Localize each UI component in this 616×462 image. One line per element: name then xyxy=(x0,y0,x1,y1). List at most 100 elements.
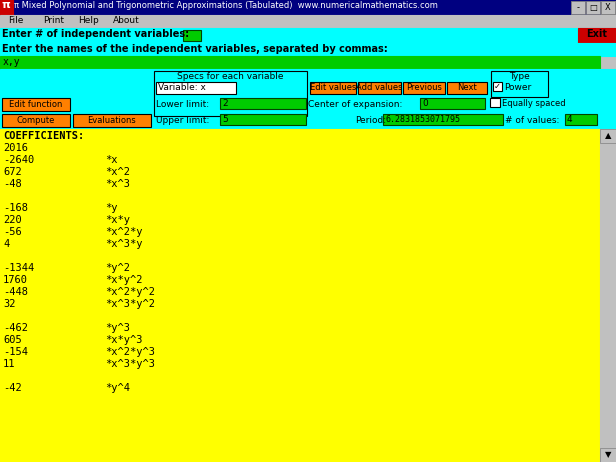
Text: -462: -462 xyxy=(3,323,28,333)
Bar xyxy=(154,71,307,116)
Bar xyxy=(358,82,401,94)
Bar xyxy=(601,1,615,14)
Text: *x^2: *x^2 xyxy=(105,167,130,177)
Text: 6.2831853071795: 6.2831853071795 xyxy=(385,115,460,124)
Text: 605: 605 xyxy=(3,335,22,345)
Bar xyxy=(403,82,445,94)
Text: 11: 11 xyxy=(3,359,15,369)
Text: Type: Type xyxy=(509,72,529,81)
Text: Variable: x: Variable: x xyxy=(158,83,206,92)
Text: -1344: -1344 xyxy=(3,263,34,273)
Text: □: □ xyxy=(589,3,597,12)
Bar xyxy=(600,129,616,462)
Bar xyxy=(73,114,151,127)
Text: -42: -42 xyxy=(3,383,22,393)
Text: *y: *y xyxy=(105,203,118,213)
Bar xyxy=(420,98,485,109)
Text: ▲: ▲ xyxy=(605,132,611,140)
Bar xyxy=(490,98,500,107)
Bar xyxy=(447,82,487,94)
Text: Next: Next xyxy=(457,84,477,92)
Bar xyxy=(2,98,70,111)
Bar xyxy=(183,30,201,41)
Bar xyxy=(310,82,356,94)
Bar xyxy=(0,129,600,462)
Text: Specs for each variable: Specs for each variable xyxy=(177,72,283,81)
Text: -168: -168 xyxy=(3,203,28,213)
Text: 4: 4 xyxy=(3,239,9,249)
Text: Upper limit:: Upper limit: xyxy=(156,116,209,125)
Text: -154: -154 xyxy=(3,347,28,357)
Bar xyxy=(0,56,600,69)
Text: -448: -448 xyxy=(3,287,28,297)
Bar xyxy=(578,28,616,43)
Text: Previous: Previous xyxy=(406,84,442,92)
Text: *x*y^2: *x*y^2 xyxy=(105,275,142,285)
Text: Period:: Period: xyxy=(355,116,386,125)
Text: # of values:: # of values: xyxy=(505,116,559,125)
Text: *x^3*y^3: *x^3*y^3 xyxy=(105,359,155,369)
Text: Enter the names of the independent variables, separated by commas:: Enter the names of the independent varia… xyxy=(2,44,387,54)
Text: *y^3: *y^3 xyxy=(105,323,130,333)
Bar xyxy=(0,69,616,129)
Text: π Mixed Polynomial and Trigonometric Approximations (Tabulated)  www.numericalma: π Mixed Polynomial and Trigonometric App… xyxy=(14,1,438,10)
Bar xyxy=(2,114,70,127)
Text: Help: Help xyxy=(78,16,99,25)
Bar xyxy=(565,114,597,125)
Bar xyxy=(600,129,616,143)
Text: X: X xyxy=(605,3,611,12)
Text: Power: Power xyxy=(504,83,531,92)
Text: About: About xyxy=(113,16,140,25)
Text: x,y: x,y xyxy=(3,57,20,67)
Text: 32: 32 xyxy=(3,299,15,309)
Text: Edit function: Edit function xyxy=(9,100,63,109)
Text: *y^4: *y^4 xyxy=(105,383,130,393)
Text: *x^2*y^3: *x^2*y^3 xyxy=(105,347,155,357)
Text: *y^2: *y^2 xyxy=(105,263,130,273)
Bar xyxy=(0,0,616,15)
Text: ▼: ▼ xyxy=(605,450,611,460)
Text: *x^3: *x^3 xyxy=(105,179,130,189)
Bar xyxy=(0,43,616,56)
Bar xyxy=(586,1,600,14)
Bar xyxy=(220,98,306,109)
Text: -: - xyxy=(577,3,580,12)
Bar xyxy=(220,114,306,125)
Text: Print: Print xyxy=(43,16,64,25)
Text: Add values: Add values xyxy=(356,84,403,92)
Text: 0: 0 xyxy=(422,99,428,108)
Text: 2016: 2016 xyxy=(3,143,28,153)
Bar xyxy=(0,0,13,15)
Bar xyxy=(600,448,616,462)
Text: Compute: Compute xyxy=(17,116,55,125)
Bar xyxy=(156,82,236,94)
Text: Edit values: Edit values xyxy=(310,84,356,92)
Bar xyxy=(491,71,548,97)
Text: π: π xyxy=(2,0,10,11)
Text: *x^2*y^2: *x^2*y^2 xyxy=(105,287,155,297)
Text: COEFFICIENTS:: COEFFICIENTS: xyxy=(3,131,84,141)
Text: *x*y: *x*y xyxy=(105,215,130,225)
Text: 1760: 1760 xyxy=(3,275,28,285)
Text: ✓: ✓ xyxy=(494,82,501,91)
Text: -2640: -2640 xyxy=(3,155,34,165)
Text: Center of expansion:: Center of expansion: xyxy=(308,100,402,109)
Bar xyxy=(383,114,503,125)
Text: *x: *x xyxy=(105,155,118,165)
Text: 220: 220 xyxy=(3,215,22,225)
Text: *x*y^3: *x*y^3 xyxy=(105,335,142,345)
Text: Exit: Exit xyxy=(586,29,607,39)
Bar xyxy=(601,1,615,14)
Bar xyxy=(493,82,502,91)
Text: 4: 4 xyxy=(567,115,573,124)
Text: *x^3*y: *x^3*y xyxy=(105,239,142,249)
Text: -56: -56 xyxy=(3,227,22,237)
Text: Evaluations: Evaluations xyxy=(87,116,136,125)
Text: -48: -48 xyxy=(3,179,22,189)
Bar xyxy=(0,15,616,28)
Text: Equally spaced: Equally spaced xyxy=(502,99,565,108)
Text: 5: 5 xyxy=(222,115,228,124)
Bar xyxy=(571,1,585,14)
Text: *x^2*y: *x^2*y xyxy=(105,227,142,237)
Text: 2: 2 xyxy=(222,99,228,108)
